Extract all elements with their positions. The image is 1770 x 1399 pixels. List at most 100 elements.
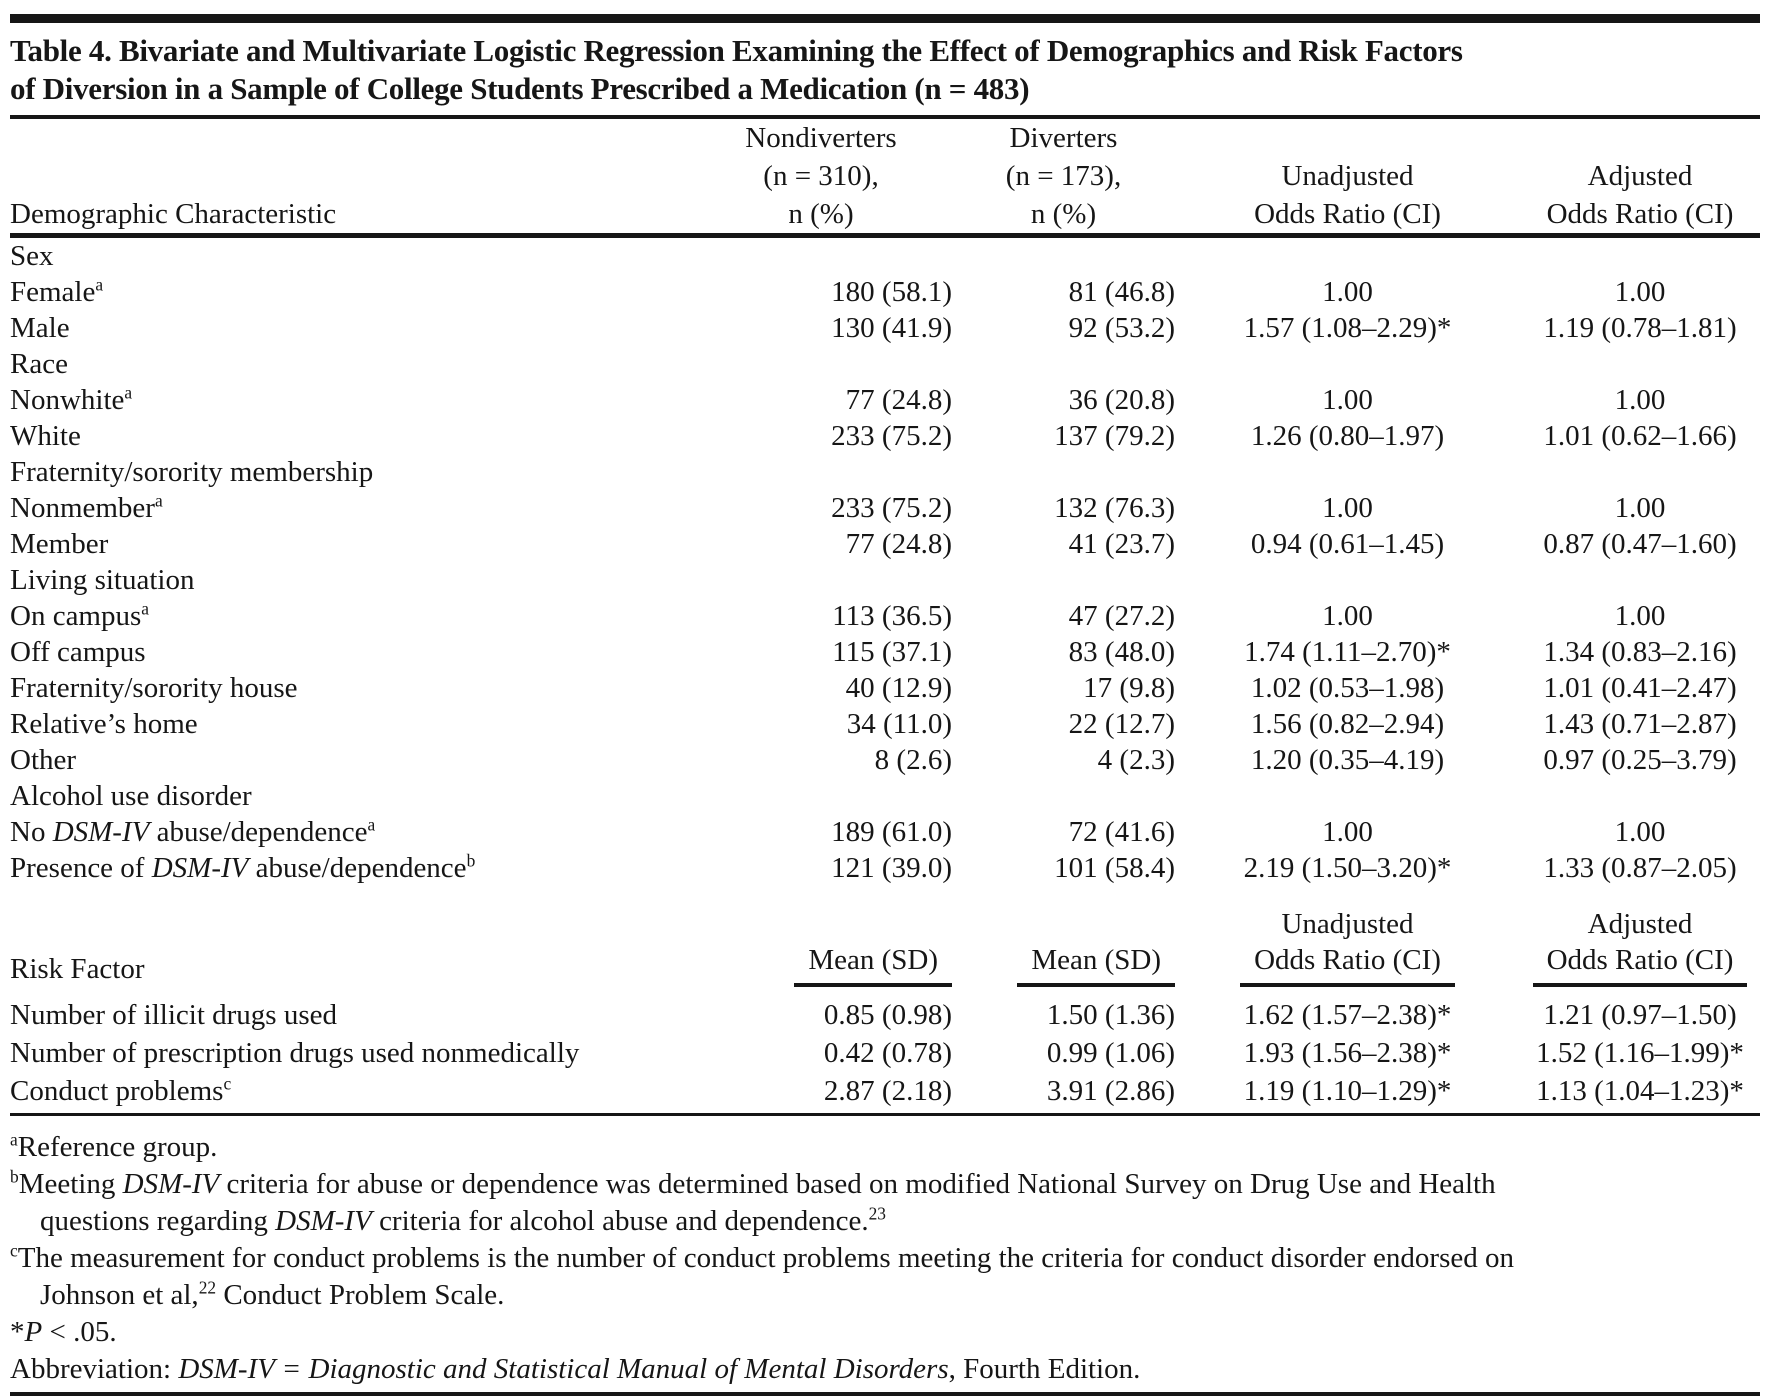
table-row: Fraternity/sorority house 40 (12.9) 17 (9.… xyxy=(10,670,1760,706)
footnote-line: questions regarding DSM-IV criteria for … xyxy=(40,1203,886,1237)
cell-adjusted-or: 1.00 xyxy=(1614,600,1666,632)
cell-adjusted-or: 1.52 (1.16–1.99)* xyxy=(1536,1037,1744,1069)
table-row: Femalea 180 (58.1) 81 (46.8) 1.00 1.00 xyxy=(10,274,1760,310)
cell-adjusted-or: 1.01 (0.62–1.66) xyxy=(1543,420,1737,452)
cell-label: Conduct problemsc xyxy=(10,1072,690,1116)
cell-diverters: 81 (46.8) xyxy=(1068,276,1175,308)
cell-diverters: 3.91 (2.86) xyxy=(952,1072,1175,1116)
cell-unadjusted-or: 1.26 (0.80–1.97) xyxy=(1250,420,1445,452)
footnote-line: Johnson et al,22 Conduct Problem Scale. xyxy=(40,1277,505,1311)
footnote-line: aReference group. xyxy=(10,1129,218,1163)
risk-header-adjusted-or: Odds Ratio (CI) xyxy=(1520,942,1760,996)
cell-nondiverters xyxy=(690,346,952,382)
cell-diverters xyxy=(952,236,1175,275)
cell-adjusted-or: 1.33 (0.87–2.05) xyxy=(1543,852,1737,884)
cell-label: Fraternity/sorority house xyxy=(10,672,298,704)
cell-nondiverters: 40 (12.9) xyxy=(845,672,952,704)
header-nondiverters: Nondiverters (n = 310), n (%) xyxy=(690,119,952,238)
cell-diverters: 36 (20.8) xyxy=(1068,384,1175,416)
cell-nondiverters: 121 (39.0) xyxy=(831,852,952,884)
title-rule xyxy=(10,115,1760,119)
header-row: Demographic Characteristic Nondiverters … xyxy=(10,119,1760,238)
cell-label: Nonwhitea xyxy=(10,382,133,416)
cell-adjusted-or: 1.21 (0.97–1.50) xyxy=(1543,999,1737,1031)
table-row: White 233 (75.2) 137 (79.2) 1.26 (0.80–1.97… xyxy=(10,418,1760,454)
cell-adjusted-or xyxy=(1520,236,1760,275)
cell-adjusted-or: 0.87 (0.47–1.60) xyxy=(1543,528,1737,560)
cell-nondiverters: 180 (58.1) xyxy=(831,276,952,308)
cell-diverters: 22 (12.7) xyxy=(1068,708,1175,740)
cell-nondiverters: 233 (75.2) xyxy=(831,420,952,452)
cell-adjusted-or: 1.34 (0.83–2.16) xyxy=(1543,636,1737,668)
cell-unadjusted-or xyxy=(1175,562,1520,598)
cell-adjusted-or: 1.00 xyxy=(1614,276,1666,308)
table-row: Member 77 (24.8) 41 (23.7) 0.94 (0.61–1.45)… xyxy=(10,526,1760,562)
cell-adjusted-or: 1.00 xyxy=(1614,384,1666,416)
cell-label: Living situation xyxy=(10,564,195,596)
cell-unadjusted-or: 1.00 xyxy=(1322,384,1373,416)
table-row: Alcohol use disorder xyxy=(10,778,1760,814)
cell-nondiverters: 8 (2.6) xyxy=(874,744,952,776)
cell-label: Nonmembera xyxy=(10,490,163,524)
cell-diverters xyxy=(952,454,1175,490)
cell-diverters: 0.99 (1.06) xyxy=(1046,1037,1175,1069)
cell-nondiverters: 2.87 (2.18) xyxy=(690,1072,952,1116)
table-row: Number of prescription drugs used nonmed… xyxy=(10,1034,1760,1072)
header-adjusted-or: Adjusted Odds Ratio (CI) xyxy=(1520,119,1760,238)
cell-nondiverters xyxy=(690,236,952,275)
table-row: Other 8 (2.6) 4 (2.3) 1.20 (0.35–4.19) 0.97 … xyxy=(10,742,1760,778)
cell-label: Sex xyxy=(10,240,54,272)
cell-adjusted-or: 1.00 xyxy=(1614,816,1666,848)
cell-nondiverters xyxy=(690,562,952,598)
cell-diverters: 92 (53.2) xyxy=(1068,312,1175,344)
cell-nondiverters: 115 (37.1) xyxy=(832,636,952,668)
cell-label: On campusa xyxy=(10,598,150,632)
cell-adjusted-or xyxy=(1520,562,1760,598)
table-row: Fraternity/sorority membership xyxy=(10,454,1760,490)
table-row: Presence of DSM-IV abuse/dependenceb 121 … xyxy=(10,850,1760,886)
cell-label: Presence of DSM-IV abuse/dependenceb xyxy=(10,850,476,884)
cell-diverters: 137 (79.2) xyxy=(1054,420,1175,452)
cell-unadjusted-or: 1.02 (0.53–1.98) xyxy=(1250,672,1445,704)
cell-diverters xyxy=(952,562,1175,598)
table-row: Off campus 115 (37.1) 83 (48.0) 1.74 (1.11–… xyxy=(10,634,1760,670)
cell-label: Fraternity/sorority membership xyxy=(10,456,374,488)
risk-pre-row: Unadjusted Adjusted xyxy=(10,886,1760,942)
cell-adjusted-or: 1.00 xyxy=(1614,492,1666,524)
cell-diverters: 72 (41.6) xyxy=(1068,816,1175,848)
cell-adjusted-or xyxy=(1520,346,1760,382)
risk-header-mean-sd-2: Mean (SD) xyxy=(952,942,1175,996)
cell-nondiverters: 34 (11.0) xyxy=(846,708,952,740)
cell-unadjusted-or: 1.00 xyxy=(1322,276,1373,308)
cell-nondiverters: 0.85 (0.98) xyxy=(823,999,952,1031)
cell-unadjusted-or: 1.57 (1.08–2.29)* xyxy=(1243,312,1452,344)
cell-adjusted-or: 1.01 (0.41–2.47) xyxy=(1543,672,1737,704)
cell-adjusted-or xyxy=(1520,778,1760,814)
cell-label: Number of illicit drugs used xyxy=(10,999,338,1031)
risk-header-unadjusted-or: Odds Ratio (CI) xyxy=(1175,942,1520,996)
table-row: Sex xyxy=(10,236,1760,275)
cell-unadjusted-or: 1.00 xyxy=(1322,816,1373,848)
footnote-line: bMeeting DSM-IV criteria for abuse or de… xyxy=(10,1166,1496,1200)
cell-diverters: 17 (9.8) xyxy=(1083,672,1175,704)
cell-nondiverters: 113 (36.5) xyxy=(832,600,952,632)
footnotes: aReference group. bMeeting DSM-IV criteri… xyxy=(10,1129,1760,1388)
cell-adjusted-or xyxy=(1520,454,1760,490)
table-header: Demographic Characteristic Nondiverters … xyxy=(10,119,1760,238)
risk-factor-label: Risk Factor xyxy=(10,953,145,985)
table-row: Male 130 (41.9) 92 (53.2) 1.57 (1.08–2.29)*… xyxy=(10,310,1760,346)
cell-label: Other xyxy=(10,744,77,776)
cell-unadjusted-or xyxy=(1175,236,1520,275)
table-row: Nonwhitea 77 (24.8) 36 (20.8) 1.00 1.00 xyxy=(10,382,1760,418)
table-row: Living situation xyxy=(10,562,1760,598)
table-title-line2: of Diversion in a Sample of College Stud… xyxy=(10,71,1030,106)
table-row: Relative’s home 34 (11.0) 22 (12.7) 1.56 (0… xyxy=(10,706,1760,742)
cell-adjusted-or: 0.97 (0.25–3.79) xyxy=(1543,744,1737,776)
risk-factor-header: Unadjusted Adjusted Risk Factor Mean (SD… xyxy=(10,886,1760,996)
table-row: Race xyxy=(10,346,1760,382)
cell-label: Alcohol use disorder xyxy=(10,780,252,812)
cell-nondiverters: 77 (24.8) xyxy=(845,528,952,560)
cell-label: Femalea xyxy=(10,274,104,308)
cell-unadjusted-or: 1.93 (1.56–2.38)* xyxy=(1243,1037,1452,1069)
table-row: On campusa 113 (36.5) 47 (27.2) 1.00 1.00 xyxy=(10,598,1760,634)
